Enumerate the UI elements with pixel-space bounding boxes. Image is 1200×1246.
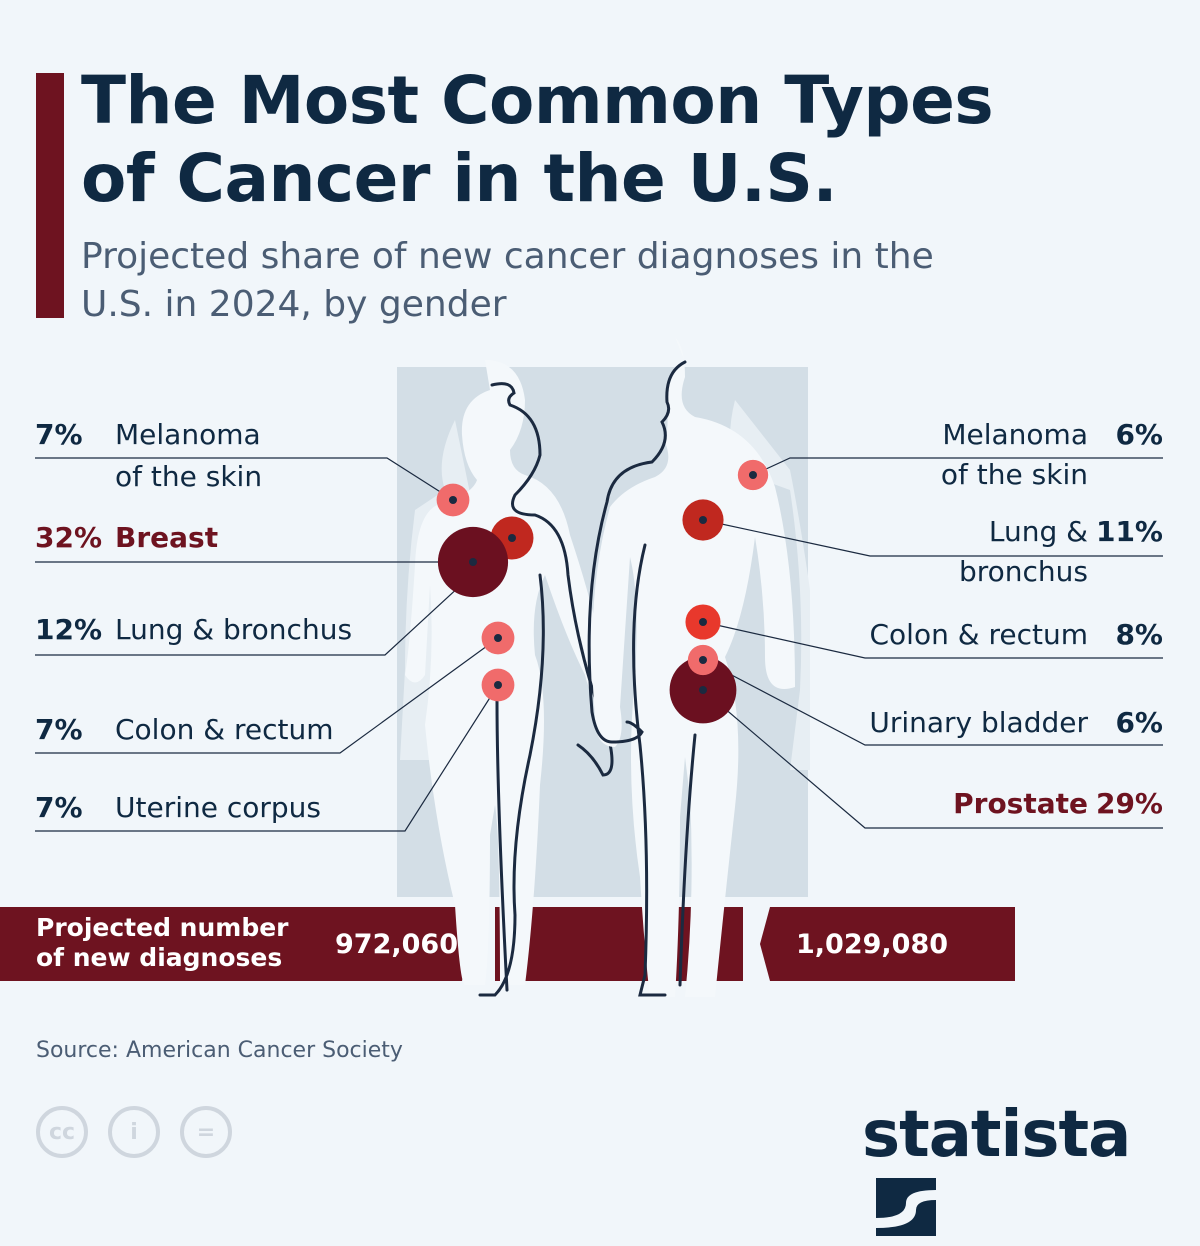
label-male-bladder: Urinary bladder 6%: [869, 703, 1163, 743]
female-bubble-dot: [469, 558, 477, 566]
male-leader-line: [702, 659, 1163, 746]
name: Melanoma: [942, 418, 1088, 451]
female-bubble-dot: [508, 534, 516, 542]
male-leader-line: [702, 519, 1163, 557]
logo-text: statista: [862, 1098, 1131, 1172]
attribution-icon[interactable]: i: [108, 1106, 160, 1158]
male-outline: [587, 360, 697, 997]
pct: 6%: [1115, 706, 1163, 739]
statista-logo[interactable]: statista: [862, 1098, 1200, 1246]
pct: 7%: [35, 791, 83, 824]
label-female-breast: 32% Breast: [35, 518, 218, 558]
statista-logo-icon: [876, 1178, 936, 1236]
name: Uterine corpus: [115, 791, 322, 824]
name: Colon & rectum: [869, 618, 1089, 651]
bar-label: Projected number of new diagnoses: [36, 913, 289, 973]
label-male-lung: Lung & 11% bronchus: [959, 512, 1163, 592]
name-line2: bronchus: [958, 555, 1088, 588]
pct: 12%: [35, 613, 103, 646]
label-female-colon: 7% Colon & rectum: [35, 710, 334, 750]
name: Lung & bronchus: [115, 613, 353, 646]
female-leader-line: [35, 684, 499, 832]
name-line2: of the skin: [940, 458, 1088, 491]
female-total: 972,060: [335, 929, 458, 960]
female-leader-line: [35, 637, 499, 754]
no-derivatives-icon[interactable]: =: [180, 1106, 232, 1158]
male-bubble-dot: [749, 471, 757, 479]
male-bubble-dot: [699, 686, 707, 694]
bar-female: [0, 907, 470, 981]
male-total: 1,029,080: [796, 929, 949, 960]
name: Urinary bladder: [869, 706, 1088, 739]
body-figure: [0, 360, 1163, 997]
name: Melanoma: [115, 418, 261, 451]
female-bubble-dot: [449, 496, 457, 504]
name: Breast: [115, 521, 219, 554]
bar-label-line2: of new diagnoses: [36, 943, 283, 972]
male-bubble-dot: [699, 516, 707, 524]
pct: 7%: [35, 418, 83, 451]
pct: 32%: [35, 521, 103, 554]
female-outline: [478, 382, 614, 997]
label-female-uterine: 7% Uterine corpus: [35, 788, 321, 828]
label-female-lung: 12% Lung & bronchus: [35, 610, 352, 650]
pct: 11%: [1095, 515, 1163, 548]
label-male-colon: Colon & rectum 8%: [870, 615, 1164, 655]
title-accent-bar: [36, 73, 64, 318]
pct: 29%: [1095, 787, 1163, 820]
name-line2: of the skin: [115, 460, 263, 493]
page-title: The Most Common Types of Cancer in the U…: [81, 62, 994, 217]
name: Colon & rectum: [115, 713, 334, 746]
cc-license-icon[interactable]: cc: [36, 1106, 88, 1158]
bar-male: [760, 907, 1015, 981]
pct: 6%: [1115, 418, 1163, 451]
male-leader-line: [702, 621, 1163, 659]
female-bubble-dot: [494, 634, 502, 642]
pct: 8%: [1115, 618, 1163, 651]
label-male-prostate: Prostate 29%: [953, 784, 1163, 824]
source: Source: American Cancer Society: [36, 1038, 403, 1063]
name: Prostate: [953, 787, 1088, 820]
label-male-melanoma: Melanoma 6% of the skin: [941, 415, 1163, 495]
bar-label-line1: Projected number: [36, 913, 289, 942]
pct: 7%: [35, 713, 83, 746]
female-bubble-dot: [494, 681, 502, 689]
page-subtitle: Projected share of new cancer diagnoses …: [81, 236, 934, 325]
female-leader-line: [35, 457, 454, 501]
male-leader-line: [702, 689, 1163, 829]
male-bubble-dot: [699, 618, 707, 626]
male-bubble-dot: [699, 656, 707, 664]
name: Lung &: [988, 515, 1088, 548]
label-female-melanoma: 7% Melanoma of the skin: [35, 415, 262, 493]
